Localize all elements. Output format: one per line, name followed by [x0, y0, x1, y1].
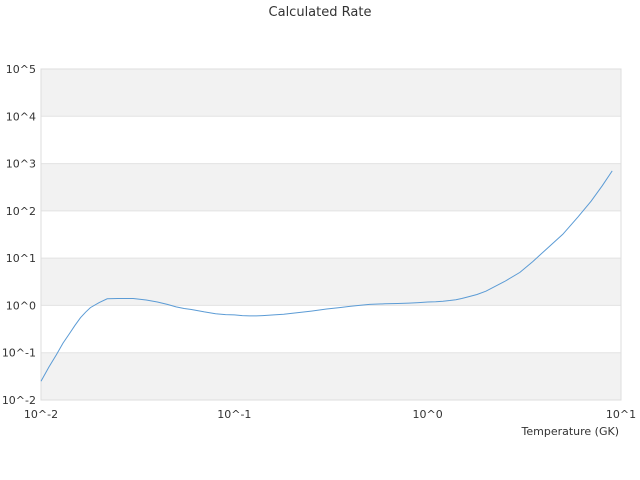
- grid-bands: [41, 69, 621, 400]
- series-layer: [40, 170, 613, 382]
- y-tick-label: 10^-2: [2, 394, 36, 407]
- y-tick-label: 10^1: [6, 252, 36, 265]
- y-tick-label: 10^-1: [2, 347, 36, 360]
- x-tick-label: 10^-1: [217, 408, 251, 421]
- plot-area-frame: [40, 68, 622, 401]
- x-axis-title: Temperature (GK): [521, 425, 620, 438]
- series-line: [40, 170, 613, 382]
- y-tick-label: 10^3: [6, 158, 36, 171]
- x-tick-label: 10^0: [413, 408, 443, 421]
- y-axis-ticks: 10^-2 10^-1 10^0 10^1 10^2 10^3 10^4 10^5: [2, 63, 36, 407]
- y-tick-label: 10^2: [6, 205, 36, 218]
- y-tick-label: 10^4: [6, 110, 36, 123]
- grid-band: [41, 352, 621, 400]
- x-axis-ticks: 10^-2 10^-1 10^0 10^1: [24, 408, 636, 421]
- y-tick-label: 10^5: [6, 63, 36, 76]
- x-tick-label: 10^-2: [24, 408, 58, 421]
- grid-lines: [41, 68, 621, 401]
- grid-band: [41, 69, 621, 117]
- x-tick-label: 10^1: [606, 408, 636, 421]
- y-tick-label: 10^0: [6, 299, 36, 312]
- grid-band: [41, 163, 621, 211]
- chart-title: Calculated Rate: [269, 5, 372, 20]
- grid-band: [41, 258, 621, 306]
